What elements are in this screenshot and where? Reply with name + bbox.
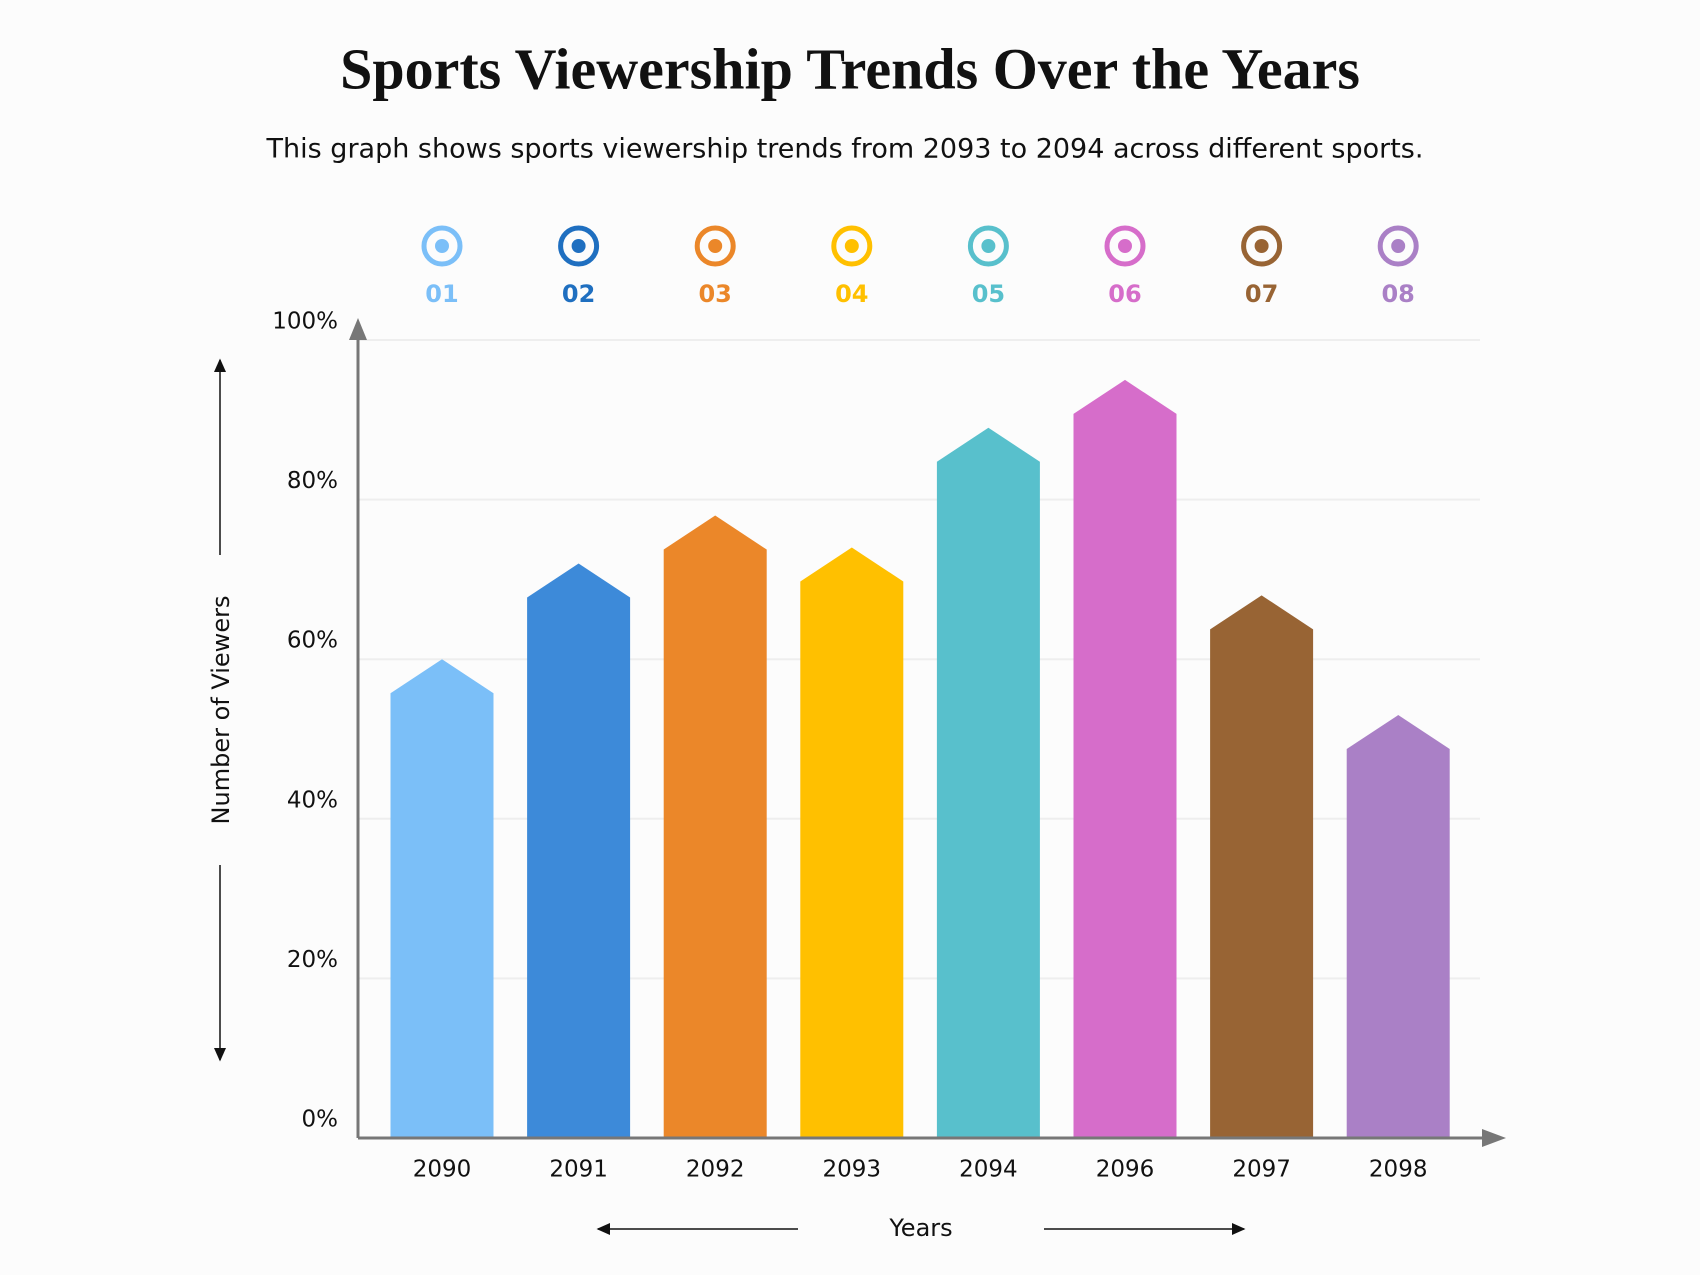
icon-number: 07 [1245,280,1278,308]
icon-number: 02 [562,280,595,308]
y-tick-label: 80% [287,468,338,494]
icon-number: 03 [698,280,731,308]
x-tick-label: 2098 [1369,1157,1428,1183]
sport-icon-dot [1118,239,1132,253]
sport-icon [831,225,873,267]
sport-icon [1104,225,1146,267]
sport-icon [694,225,736,267]
y-axis-label: Number of Viewers [207,596,235,825]
icon-number: 06 [1108,280,1141,308]
sport-icon-dot [1391,239,1406,253]
chart-subtitle: This graph shows sports viewership trend… [266,134,1424,165]
icon-number: 05 [972,280,1005,308]
x-tick-label: 2091 [549,1157,608,1183]
sport-icon-dot [435,239,449,253]
sport-icon-dot [1254,239,1269,253]
sport-icon [421,225,463,267]
x-axis-label: Years [888,1214,952,1242]
bar [1346,715,1450,1138]
y-tick-label: 20% [287,947,338,973]
x-tick-label: 2097 [1232,1157,1291,1183]
sport-icon-dot [844,239,859,253]
bar [936,427,1040,1138]
bar [1210,595,1314,1138]
icon-number: 08 [1381,280,1414,308]
x-tick-label: 2090 [413,1157,472,1183]
y-tick-label: 0% [302,1107,339,1133]
sport-icon-dot [708,239,723,253]
bar [663,515,767,1138]
sport-icon [1241,225,1283,267]
y-tick-label: 60% [287,628,338,654]
x-tick-label: 2094 [959,1157,1018,1183]
bar [1073,379,1177,1138]
x-axis-arrow [1482,1129,1506,1147]
bar [390,659,494,1138]
sport-icon [558,225,600,267]
x-tick-label: 2096 [1096,1157,1155,1183]
y-tick-label: 100% [272,309,338,335]
sport-icon [967,225,1009,267]
sport-icon-dot [981,239,996,253]
bar [800,547,904,1138]
x-tick-label: 2092 [686,1157,745,1183]
sport-icon [1377,225,1419,267]
x-tick-label: 2093 [823,1157,882,1183]
y-axis-arrow [349,318,367,340]
chart-title: Sports Viewership Trends Over the Years [340,36,1360,101]
y-tick-label: 40% [287,787,338,813]
icon-number: 01 [425,280,458,308]
icon-number: 04 [835,280,868,308]
sport-icon-dot [571,239,586,253]
bar [527,563,631,1138]
